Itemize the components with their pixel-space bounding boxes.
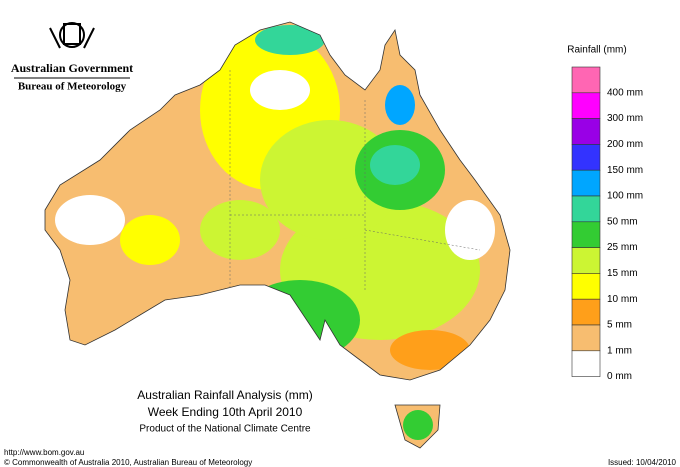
legend-swatch: [571, 298, 601, 326]
legend-swatch: [571, 195, 601, 223]
legend-label: 100 mm: [607, 191, 643, 202]
bureau-name: Bureau of Meteorology: [18, 81, 127, 93]
legend-label: 1 mm: [607, 345, 632, 356]
legend-label: 15 mm: [607, 268, 638, 279]
legend-label: 5 mm: [607, 320, 632, 331]
legend-label: 300 mm: [607, 113, 643, 124]
caption-title: Australian Rainfall Analysis (mm): [137, 388, 312, 402]
state-borders: [229, 70, 481, 290]
footer-url: http://www.bom.gov.au: [4, 448, 84, 457]
legend-swatch: [571, 247, 601, 274]
legend-label: 0 mm: [607, 371, 632, 382]
legend: 400 mm 300 mm 200 mm 150 mm 100 mm 50 mm 25 mm…: [571, 66, 643, 382]
legend-swatch: [571, 221, 601, 248]
caption-period: Week Ending 10th April 2010: [148, 405, 303, 419]
legend-swatch: [571, 169, 601, 197]
legend-swatch: [571, 273, 601, 300]
caption-credit: Product of the National Climate Centre: [139, 424, 311, 435]
legend-label: 50 mm: [607, 216, 638, 227]
legend-label: 200 mm: [607, 139, 643, 150]
legend-label: 10 mm: [607, 294, 638, 305]
legend-swatch: [571, 118, 601, 145]
crest: [49, 22, 95, 49]
footer-copyright: © Commonwealth of Australia 2010, Austra…: [4, 458, 252, 467]
legend-title: Rainfall (mm): [567, 45, 626, 56]
legend-swatch: [571, 324, 601, 352]
footer-issued: Issued: 10/04/2010: [608, 458, 677, 467]
legend-label: 25 mm: [607, 242, 638, 253]
agency-name: Australian Government: [11, 61, 133, 75]
legend-label: 150 mm: [607, 165, 643, 176]
legend-swatch: [571, 92, 601, 119]
legend-label: 400 mm: [607, 87, 643, 98]
legend-swatch: [571, 144, 601, 171]
coastline: [44, 21, 511, 449]
legend-swatch: [571, 66, 601, 94]
legend-swatch: [571, 350, 601, 377]
